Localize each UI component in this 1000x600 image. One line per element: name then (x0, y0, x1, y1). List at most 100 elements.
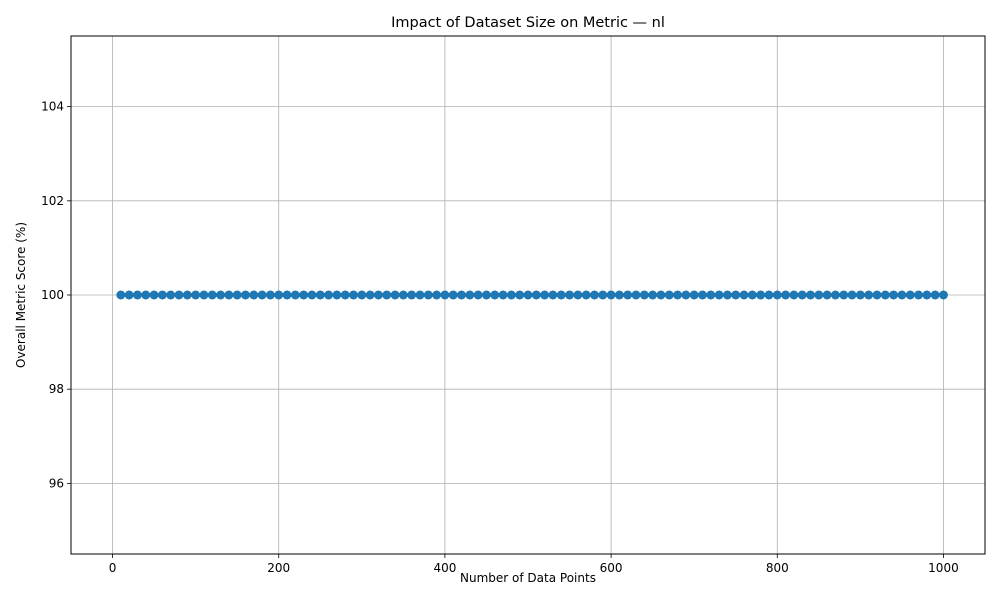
data-point (149, 290, 159, 300)
data-point (299, 290, 309, 300)
data-point (481, 290, 491, 300)
data-point (573, 290, 583, 300)
data-point (922, 290, 932, 300)
data-point (789, 290, 799, 300)
data-point (407, 290, 417, 300)
axis-ticks: 0 200 400 600 800 1000 96 98 100 102 104 (41, 100, 959, 575)
data-point (781, 290, 791, 300)
data-point (465, 290, 475, 300)
data-point (373, 290, 383, 300)
plot-series (116, 290, 948, 300)
data-point (398, 290, 408, 300)
data-point (382, 290, 392, 300)
data-point (606, 290, 616, 300)
y-axis-label: Overall Metric Score (%) (14, 222, 28, 368)
data-point (249, 290, 259, 300)
data-point (930, 290, 940, 300)
data-point (224, 290, 234, 300)
data-point (614, 290, 624, 300)
data-point (806, 290, 816, 300)
data-point (864, 290, 874, 300)
data-point (440, 290, 450, 300)
data-point (332, 290, 342, 300)
data-point (880, 290, 890, 300)
data-point (432, 290, 442, 300)
data-point (423, 290, 433, 300)
data-point (174, 290, 184, 300)
data-point (473, 290, 483, 300)
x-tick-label: 200 (267, 561, 290, 575)
data-point (448, 290, 458, 300)
data-point (623, 290, 633, 300)
x-tick-label: 600 (600, 561, 623, 575)
data-point (631, 290, 641, 300)
data-point (357, 290, 367, 300)
data-point (889, 290, 899, 300)
data-point (457, 290, 467, 300)
x-tick-label: 0 (109, 561, 117, 575)
data-point (938, 290, 948, 300)
y-tick-label: 100 (41, 288, 64, 302)
data-point (839, 290, 849, 300)
y-tick-label: 96 (49, 476, 64, 490)
data-point (315, 290, 325, 300)
data-point (490, 290, 500, 300)
data-point (515, 290, 525, 300)
data-point (540, 290, 550, 300)
data-point (141, 290, 151, 300)
data-point (415, 290, 425, 300)
data-point (290, 290, 300, 300)
data-point (132, 290, 142, 300)
data-point (191, 290, 201, 300)
data-point (207, 290, 217, 300)
data-point (523, 290, 533, 300)
x-tick-label: 400 (433, 561, 456, 575)
data-point (340, 290, 350, 300)
data-point (855, 290, 865, 300)
data-point (390, 290, 400, 300)
data-point (664, 290, 674, 300)
data-point (764, 290, 774, 300)
data-point (216, 290, 226, 300)
data-point (772, 290, 782, 300)
chart-title: Impact of Dataset Size on Metric — nl (391, 15, 665, 31)
data-point (182, 290, 192, 300)
data-point (257, 290, 267, 300)
data-point (905, 290, 915, 300)
data-point (548, 290, 558, 300)
data-point (648, 290, 658, 300)
data-point (897, 290, 907, 300)
data-point (581, 290, 591, 300)
data-point (656, 290, 666, 300)
data-point (914, 290, 924, 300)
data-point (274, 290, 284, 300)
data-point (240, 290, 250, 300)
data-point (531, 290, 541, 300)
data-point (706, 290, 716, 300)
data-point (830, 290, 840, 300)
data-point (872, 290, 882, 300)
data-point (822, 290, 832, 300)
data-point (697, 290, 707, 300)
data-point (556, 290, 566, 300)
x-axis-label: Number of Data Points (460, 571, 596, 585)
x-tick-label: 1000 (928, 561, 959, 575)
data-point (282, 290, 292, 300)
data-point (124, 290, 134, 300)
data-point (747, 290, 757, 300)
data-point (731, 290, 741, 300)
data-point (714, 290, 724, 300)
data-point (265, 290, 275, 300)
x-tick-label: 800 (766, 561, 789, 575)
y-tick-label: 102 (41, 194, 64, 208)
data-point (673, 290, 683, 300)
data-point (349, 290, 359, 300)
data-point (565, 290, 575, 300)
data-point (722, 290, 732, 300)
data-point (199, 290, 209, 300)
data-point (365, 290, 375, 300)
data-point (797, 290, 807, 300)
data-point (324, 290, 334, 300)
